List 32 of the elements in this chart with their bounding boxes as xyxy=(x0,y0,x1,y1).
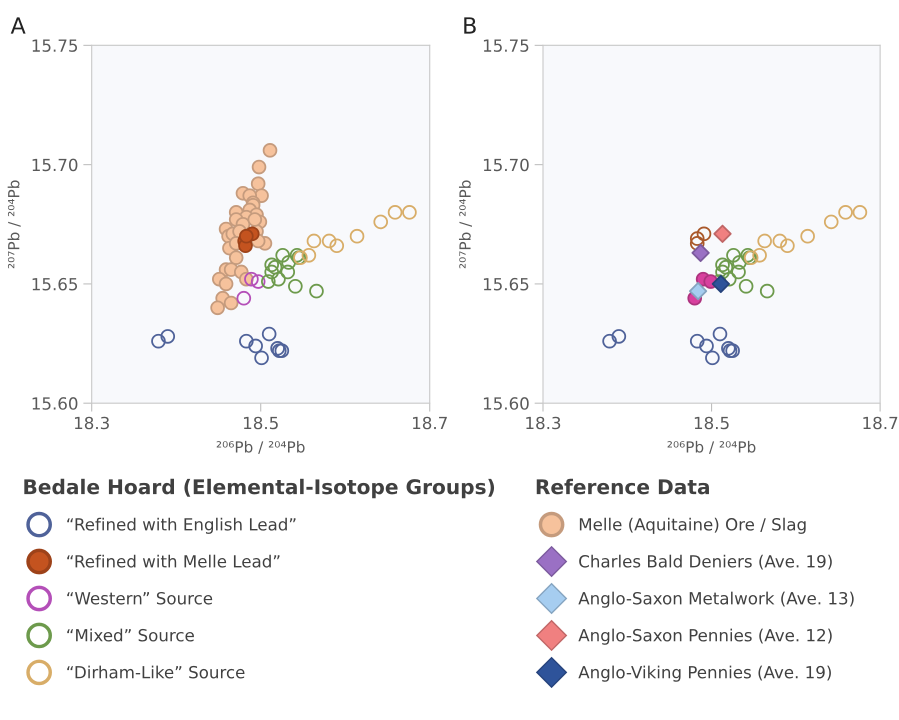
x-tick-label: 18.5 xyxy=(244,416,278,430)
y-tick-label: 15.65 xyxy=(484,278,528,290)
y-tick-label: 15.60 xyxy=(32,397,78,410)
x-tick-label: 18.5 xyxy=(694,416,729,430)
x-tick-label: 18.3 xyxy=(74,416,109,430)
legend-label: Anglo-Viking Pennies (Ave. 19) xyxy=(578,666,831,682)
legend-label: “Dirham-Like” Source xyxy=(67,666,244,678)
x-axis-title: ²⁰⁶Pb / ²⁰⁴Pb xyxy=(668,440,756,454)
legend-label: “Mixed” Source xyxy=(67,628,194,642)
legend-label: “Refined with Melle Lead” xyxy=(67,554,280,568)
x-tick-label: 18.7 xyxy=(413,416,447,430)
y-tick-label: 15.65 xyxy=(32,278,78,290)
x-axis-title: ²⁰⁶Pb / ²⁰⁴Pb xyxy=(216,440,305,454)
legend-label: “Western” Source xyxy=(67,592,212,605)
x-tick-label: 18.7 xyxy=(863,416,898,430)
legend-label: Melle (Aquitaine) Ore / Slag xyxy=(580,518,806,534)
y-tick-label: 15.70 xyxy=(484,158,529,172)
legend-label: “Refined with English Lead” xyxy=(67,518,296,534)
legend-title: Bedale Hoard (Elemental-Isotope Groups) xyxy=(24,478,494,498)
legend-label: Anglo-Saxon Metalwork (Ave. 13) xyxy=(578,592,854,608)
y-axis-title: ²⁰⁷Pb / ²⁰⁴Pb xyxy=(458,180,472,268)
y-axis-title: ²⁰⁷Pb / ²⁰⁴Pb xyxy=(8,180,21,268)
y-tick-label: 15.60 xyxy=(484,397,529,410)
y-tick-label: 15.75 xyxy=(32,40,78,52)
chart-title: A xyxy=(10,17,26,34)
y-tick-label: 15.75 xyxy=(484,40,528,52)
chart-title: B xyxy=(464,17,476,34)
x-tick-label: 18.3 xyxy=(526,416,560,430)
legend-label: Anglo-Saxon Pennies (Ave. 12) xyxy=(578,628,832,645)
legend-title: Reference Data xyxy=(536,478,709,494)
legend-label: Charles Bald Deniers (Ave. 19) xyxy=(579,554,832,570)
y-tick-label: 15.70 xyxy=(32,158,78,172)
